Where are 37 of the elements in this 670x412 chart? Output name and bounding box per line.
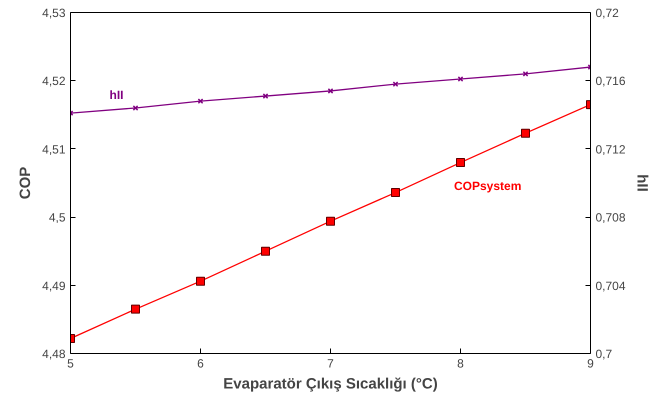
point — [521, 128, 530, 138]
point — [198, 98, 204, 104]
point — [326, 216, 335, 226]
y-tick-label: 4,53 — [42, 6, 66, 20]
x-tick-label: 9 — [587, 356, 594, 370]
y-tick-label: 4,49 — [42, 278, 66, 293]
point — [261, 246, 270, 256]
y2-tick-label: 0,708 — [596, 210, 626, 225]
x-tick-label: 7 — [327, 356, 334, 370]
point — [392, 81, 398, 87]
x-tick-label: 5 — [67, 356, 74, 370]
x-axis-title: Evaparatör Çıkış Sıcaklığı (°C) — [223, 376, 438, 392]
series-label: hII — [110, 88, 124, 102]
y2-tick-label: 0,716 — [596, 74, 626, 88]
y-axis-title: COP — [17, 166, 34, 200]
x-tick-label: 6 — [197, 356, 204, 370]
y-tick-label: 4,5 — [48, 210, 66, 225]
line-series — [70, 64, 590, 116]
y2-tick-label: 0,72 — [596, 6, 620, 20]
y2-tick-label: 0,704 — [596, 278, 626, 293]
y2-tick-label: 0,7 — [596, 347, 613, 361]
point — [196, 276, 205, 286]
point — [131, 304, 140, 314]
point — [132, 105, 138, 111]
point — [458, 76, 464, 82]
y-tick-label: 4,52 — [42, 74, 66, 88]
point — [456, 158, 465, 168]
point — [328, 88, 334, 94]
point — [262, 93, 268, 99]
y-tick-label: 4,48 — [42, 347, 66, 361]
y2-tick-label: 0,712 — [596, 142, 626, 156]
y2-axis-title: hII — [634, 174, 651, 192]
x-tick-label: 8 — [457, 356, 464, 370]
y-tick-label: 4,51 — [42, 142, 66, 156]
point — [391, 188, 400, 198]
point — [522, 71, 528, 77]
series-label: COPsystem — [454, 179, 522, 194]
